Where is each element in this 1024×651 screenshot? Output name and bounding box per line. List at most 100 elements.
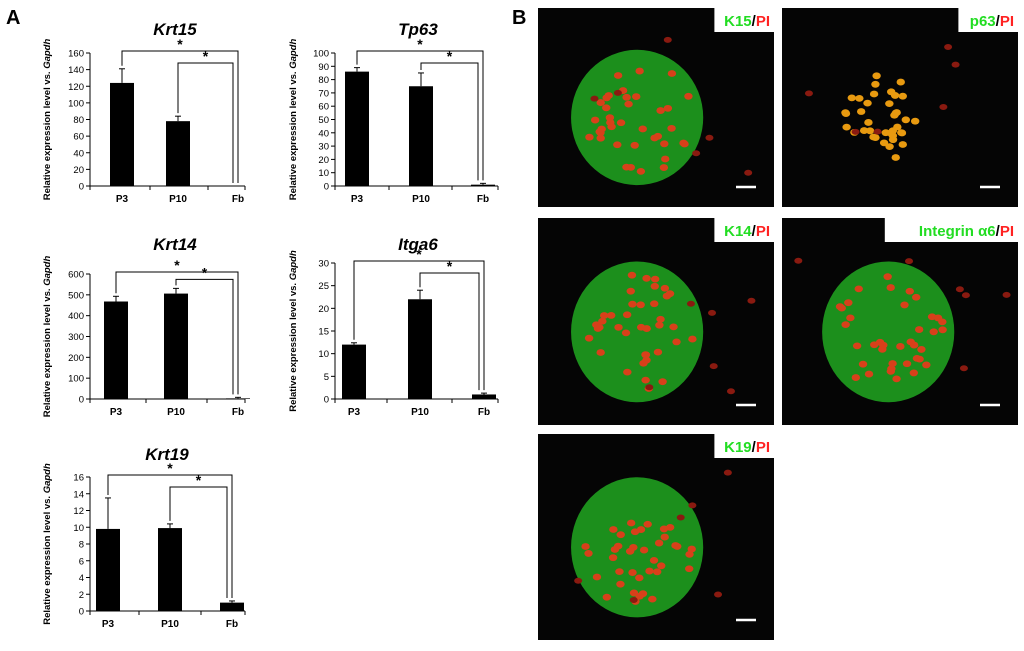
micrographs-panel-b: K15/PI p63/PI K14/PI Integrin α6/PI K19/PI bbox=[538, 8, 1018, 640]
nucleus bbox=[901, 116, 911, 124]
nucleus bbox=[613, 72, 623, 79]
background-nucleus bbox=[961, 292, 970, 299]
category-label: P3 bbox=[110, 407, 123, 418]
chart-krt15: Krt15 Relative expression level vs. Gapdh… bbox=[42, 20, 246, 205]
nucleus bbox=[632, 93, 641, 100]
y-tick-label: 0 bbox=[324, 182, 329, 193]
y-tick-label: 6 bbox=[79, 556, 84, 567]
nucleus bbox=[626, 163, 636, 171]
nucleus bbox=[914, 326, 924, 333]
nucleus bbox=[896, 343, 905, 350]
y-tick-label: 100 bbox=[313, 49, 329, 60]
nuclei bbox=[581, 519, 696, 605]
background-nucleus bbox=[714, 591, 723, 598]
nucleus bbox=[605, 114, 615, 122]
nucleus bbox=[630, 141, 639, 149]
y-tick-label: 0 bbox=[79, 395, 84, 406]
nucleus bbox=[636, 301, 645, 309]
bar-p3 bbox=[110, 82, 134, 186]
nucleus bbox=[639, 546, 649, 554]
nucleus bbox=[886, 88, 896, 96]
significance-star: * bbox=[447, 48, 453, 64]
nucleus bbox=[613, 141, 622, 149]
nucleus bbox=[896, 78, 905, 86]
nucleus bbox=[855, 94, 864, 102]
significance-bracket bbox=[115, 271, 239, 395]
background-nucleus bbox=[804, 90, 813, 97]
bar-fb bbox=[220, 602, 244, 611]
y-tick-label: 600 bbox=[68, 270, 84, 281]
y-axis-label: Relative expression level vs. Gapdh bbox=[42, 463, 53, 625]
bar-p10 bbox=[408, 299, 432, 399]
nucleus bbox=[604, 92, 613, 99]
nucleus bbox=[922, 361, 931, 369]
nucleus bbox=[650, 134, 659, 142]
colony-green-stain bbox=[822, 261, 955, 403]
nucleus bbox=[610, 546, 620, 553]
significance-star: * bbox=[167, 460, 173, 476]
label-box bbox=[884, 218, 1018, 242]
nucleus bbox=[624, 100, 633, 108]
y-tick-label: 50 bbox=[318, 115, 329, 126]
micrograph-k19: K19/PI bbox=[538, 434, 774, 640]
chart-tp63: Tp63 Relative expression level vs. Gapdh 0… bbox=[288, 20, 499, 205]
nucleus bbox=[680, 140, 689, 148]
significance-star: * bbox=[417, 36, 423, 52]
y-tick-label: 500 bbox=[68, 290, 84, 301]
category-label: P10 bbox=[169, 194, 187, 205]
micrograph-k14: K14/PI bbox=[538, 218, 774, 425]
chart-title: Krt19 bbox=[145, 445, 189, 464]
nucleus bbox=[654, 539, 664, 547]
nucleus bbox=[625, 547, 635, 555]
significance-bracket bbox=[420, 62, 479, 181]
y-tick-label: 160 bbox=[68, 49, 84, 60]
nucleus bbox=[910, 117, 920, 125]
y-tick-label: 60 bbox=[318, 102, 329, 113]
y-tick-label: 2 bbox=[79, 590, 84, 601]
micrograph-k15: K15/PI bbox=[538, 8, 774, 207]
nucleus bbox=[865, 127, 875, 135]
nucleus bbox=[650, 282, 659, 290]
nucleus bbox=[638, 125, 647, 133]
y-axis-label: Relative expression level vs. Gapdh bbox=[42, 256, 53, 418]
y-tick-label: 300 bbox=[68, 332, 84, 343]
background-nucleus bbox=[629, 596, 638, 603]
y-tick-label: 12 bbox=[73, 506, 84, 517]
background-nucleus bbox=[1002, 291, 1011, 298]
nucleus bbox=[858, 360, 868, 368]
nucleus bbox=[581, 543, 590, 550]
nucleus bbox=[641, 376, 650, 384]
chart-title: Krt14 bbox=[153, 235, 197, 254]
charts-panel-a: Krt15 Relative expression level vs. Gapdh… bbox=[42, 20, 499, 630]
y-tick-label: 4 bbox=[79, 573, 84, 584]
nucleus bbox=[847, 94, 856, 102]
category-label: P10 bbox=[411, 407, 429, 418]
nucleus bbox=[902, 360, 912, 368]
colony-green-stain bbox=[571, 261, 704, 403]
nucleus bbox=[585, 133, 594, 141]
nucleus bbox=[665, 523, 675, 531]
bar-fb bbox=[226, 398, 250, 399]
nucleus bbox=[659, 164, 669, 171]
nucleus bbox=[684, 92, 693, 100]
bar-p3 bbox=[104, 301, 128, 399]
y-tick-label: 90 bbox=[318, 62, 329, 73]
significance-bracket bbox=[169, 486, 228, 598]
significance-bracket bbox=[175, 278, 234, 395]
nucleus bbox=[892, 375, 901, 383]
label-box bbox=[958, 8, 1018, 32]
nucleus bbox=[590, 116, 600, 124]
nucleus bbox=[598, 317, 607, 325]
nucleus bbox=[859, 127, 869, 134]
nucleus bbox=[851, 374, 861, 381]
y-tick-label: 60 bbox=[73, 132, 84, 143]
nucleus bbox=[886, 284, 895, 291]
background-nucleus bbox=[726, 388, 735, 395]
significance-bracket bbox=[177, 62, 234, 183]
y-tick-label: 200 bbox=[68, 353, 84, 364]
nucleus bbox=[893, 123, 902, 131]
nucleus bbox=[622, 93, 631, 101]
background-nucleus bbox=[873, 128, 882, 135]
y-tick-label: 140 bbox=[68, 65, 84, 76]
